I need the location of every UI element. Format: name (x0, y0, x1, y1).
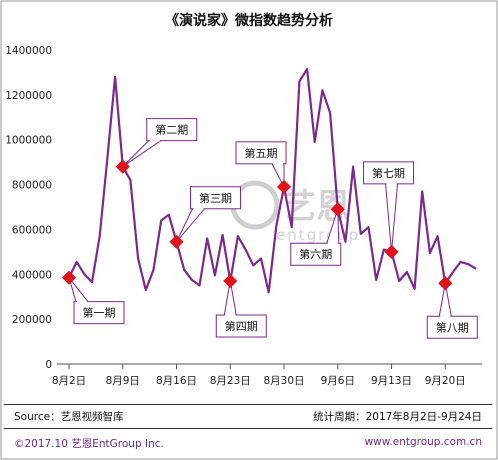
website-text: www.entgroup.com.cn (364, 436, 482, 448)
callout-pointer (384, 183, 399, 252)
callout-label: 第七期 (372, 166, 405, 180)
callout-box (290, 242, 342, 266)
y-tick-label: 1400000 (5, 45, 52, 57)
x-tick-label: 8月16日 (156, 375, 197, 387)
callout-box (235, 141, 287, 165)
callout-label: 第四期 (225, 319, 258, 333)
callout-4: 第四期 (215, 273, 267, 338)
callout-box (426, 315, 478, 339)
source-text: Source：艺恩视频智库 (14, 411, 124, 423)
y-tick-label: 1000000 (5, 135, 52, 147)
callout-label: 第三期 (199, 191, 232, 205)
y-tick-label: 200000 (12, 314, 52, 326)
footer-divider-top (4, 404, 492, 405)
y-tick-label: 400000 (12, 269, 52, 281)
x-tick-label: 8月23日 (210, 375, 251, 387)
callout-box (215, 314, 267, 338)
x-tick-label: 8月2日 (52, 375, 86, 387)
episode-marker (223, 273, 238, 289)
series-line (68, 67, 477, 294)
callout-label: 第一期 (83, 306, 116, 320)
chart-title: 《演说家》微指数趋势分析 (165, 13, 333, 29)
callout-label: 第五期 (245, 146, 278, 160)
callout-box (73, 301, 125, 325)
callout-7: 第七期 (363, 161, 415, 259)
footer-divider-bottom (4, 428, 492, 429)
callout-label: 第八期 (436, 320, 469, 334)
episode-marker (330, 202, 345, 217)
period-text: 统计周期：2017年8月2日-9月24日 (313, 411, 482, 423)
episode-marker (276, 179, 292, 194)
plot-area (68, 67, 477, 294)
episode-marker (169, 234, 184, 249)
callout-8: 第八期 (426, 276, 478, 339)
x-tick-label: 8月9日 (106, 375, 140, 387)
callout-pointer (122, 140, 163, 168)
y-tick-label: 800000 (12, 180, 52, 192)
callout-1: 第一期 (61, 270, 125, 325)
x-tick-label: 8月30日 (263, 375, 304, 387)
x-tick-label: 9月13日 (371, 375, 412, 387)
x-tick-label: 9月20日 (425, 375, 466, 387)
episode-marker (61, 270, 77, 285)
callout-label: 第六期 (299, 247, 332, 261)
callout-5: 第五期 (235, 141, 292, 194)
x-tick-label: 9月6日 (321, 375, 355, 387)
callout-6: 第六期 (290, 202, 345, 266)
episode-marker (438, 276, 453, 291)
copyright-text: ©2017.10 艺恩EntGroup Inc. (14, 438, 164, 450)
callout-box (190, 186, 242, 210)
callout-3: 第三期 (169, 186, 242, 249)
y-tick-label: 600000 (12, 224, 52, 236)
y-tick-label: 0 (45, 359, 52, 371)
callout-box (146, 118, 198, 142)
callout-pointer (176, 208, 206, 243)
episode-marker (384, 244, 399, 259)
callout-label: 第二期 (155, 123, 188, 137)
callout-2: 第二期 (115, 118, 198, 174)
y-tick-label: 1200000 (5, 90, 52, 102)
axes: 0 200000 400000 600000 800000 1000000 1200000 1… (5, 45, 482, 387)
watermark: 艺恩 entgroup (230, 180, 358, 244)
